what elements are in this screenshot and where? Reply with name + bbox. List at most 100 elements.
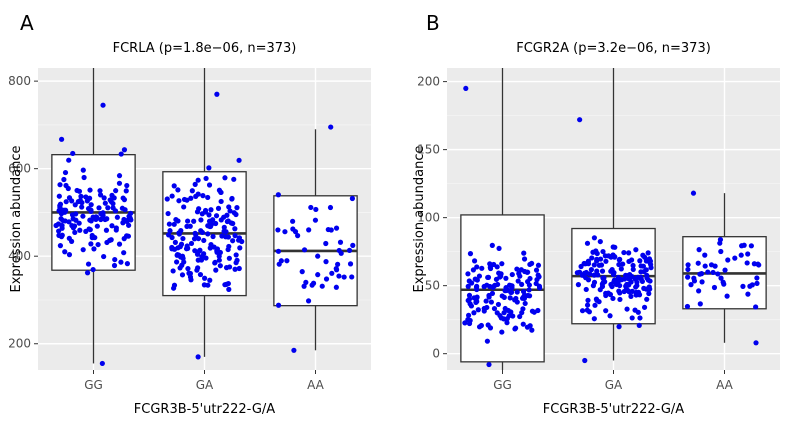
data-point xyxy=(195,265,201,271)
data-point xyxy=(101,253,107,260)
data-point xyxy=(520,321,526,327)
data-point xyxy=(685,262,691,268)
chart-title: FCGR2A (p=3.2e−06, n=373) xyxy=(516,41,711,56)
data-point xyxy=(591,279,598,285)
data-point xyxy=(69,198,75,204)
data-point xyxy=(685,266,691,273)
data-point xyxy=(475,307,481,313)
data-point xyxy=(237,245,243,251)
data-point xyxy=(579,272,585,278)
data-point xyxy=(603,258,609,264)
data-point xyxy=(188,240,195,247)
data-point xyxy=(195,235,202,242)
data-point xyxy=(520,306,526,312)
data-point xyxy=(613,279,620,286)
data-point xyxy=(290,218,296,224)
data-point xyxy=(166,232,172,238)
y-tick-label: 600 xyxy=(8,162,31,176)
data-point xyxy=(205,223,211,229)
data-point xyxy=(520,288,527,295)
data-point xyxy=(178,254,184,260)
data-point xyxy=(641,254,648,260)
data-point xyxy=(579,308,586,314)
data-point xyxy=(507,295,513,301)
data-point xyxy=(503,275,509,281)
data-point xyxy=(308,204,314,211)
data-point xyxy=(696,247,702,253)
data-point xyxy=(497,274,503,280)
data-point xyxy=(192,248,198,254)
data-point xyxy=(61,176,67,183)
data-point xyxy=(88,218,94,224)
data-point xyxy=(63,199,69,205)
data-point xyxy=(214,91,220,97)
data-point xyxy=(80,247,86,253)
data-point xyxy=(185,218,191,224)
data-point xyxy=(582,261,588,267)
plot-area xyxy=(51,68,358,367)
data-point xyxy=(754,275,760,281)
data-point xyxy=(236,157,242,163)
data-point xyxy=(191,236,198,242)
data-point xyxy=(171,282,178,288)
data-point xyxy=(169,193,175,199)
data-point xyxy=(527,275,533,282)
data-point xyxy=(93,214,99,220)
data-point xyxy=(84,270,91,276)
data-point xyxy=(610,244,616,250)
data-point xyxy=(712,263,718,269)
y-tick-label: 200 xyxy=(417,75,440,89)
data-point xyxy=(514,289,520,295)
data-point xyxy=(185,266,191,272)
data-point xyxy=(491,305,498,312)
data-point xyxy=(56,193,62,199)
data-point xyxy=(474,277,480,283)
data-point xyxy=(112,256,118,263)
data-point xyxy=(98,216,104,223)
data-point xyxy=(529,260,535,267)
data-point xyxy=(77,227,83,233)
chart-title: FCRLA (p=1.8e−06, n=373) xyxy=(113,41,297,56)
data-point xyxy=(481,305,487,312)
data-point xyxy=(97,188,103,194)
data-point xyxy=(80,167,86,173)
data-point xyxy=(59,136,65,142)
data-point xyxy=(616,324,622,330)
data-point xyxy=(226,286,232,292)
data-point xyxy=(275,302,282,308)
panel-letter: B xyxy=(426,11,440,35)
data-point xyxy=(100,102,106,108)
panel-letter: A xyxy=(20,11,34,35)
data-point xyxy=(521,256,528,262)
data-point xyxy=(490,284,496,290)
data-point xyxy=(164,196,170,202)
data-point xyxy=(488,299,494,305)
data-point xyxy=(282,229,288,235)
data-point xyxy=(57,243,64,249)
data-point xyxy=(56,228,62,234)
data-point xyxy=(333,225,340,231)
data-point xyxy=(466,278,472,284)
data-point xyxy=(315,253,321,259)
data-point xyxy=(323,240,329,247)
data-point xyxy=(175,218,181,224)
data-point xyxy=(745,251,751,257)
data-point xyxy=(594,268,600,274)
data-point xyxy=(85,206,92,212)
data-point xyxy=(346,247,353,253)
data-point xyxy=(685,274,691,280)
data-point xyxy=(226,204,232,210)
panel-a: A FCRLA (p=1.8e−06, n=373) 200 400 600 800 GG G… xyxy=(8,11,371,417)
data-point xyxy=(303,279,309,285)
data-point xyxy=(483,298,489,304)
data-point xyxy=(600,279,607,285)
data-point xyxy=(100,210,106,216)
data-point xyxy=(521,295,528,302)
data-point xyxy=(124,182,130,189)
data-point xyxy=(191,218,197,224)
data-point xyxy=(503,287,509,294)
data-point xyxy=(62,249,68,255)
data-point xyxy=(74,187,80,194)
data-point xyxy=(195,177,201,183)
data-point xyxy=(309,282,315,288)
